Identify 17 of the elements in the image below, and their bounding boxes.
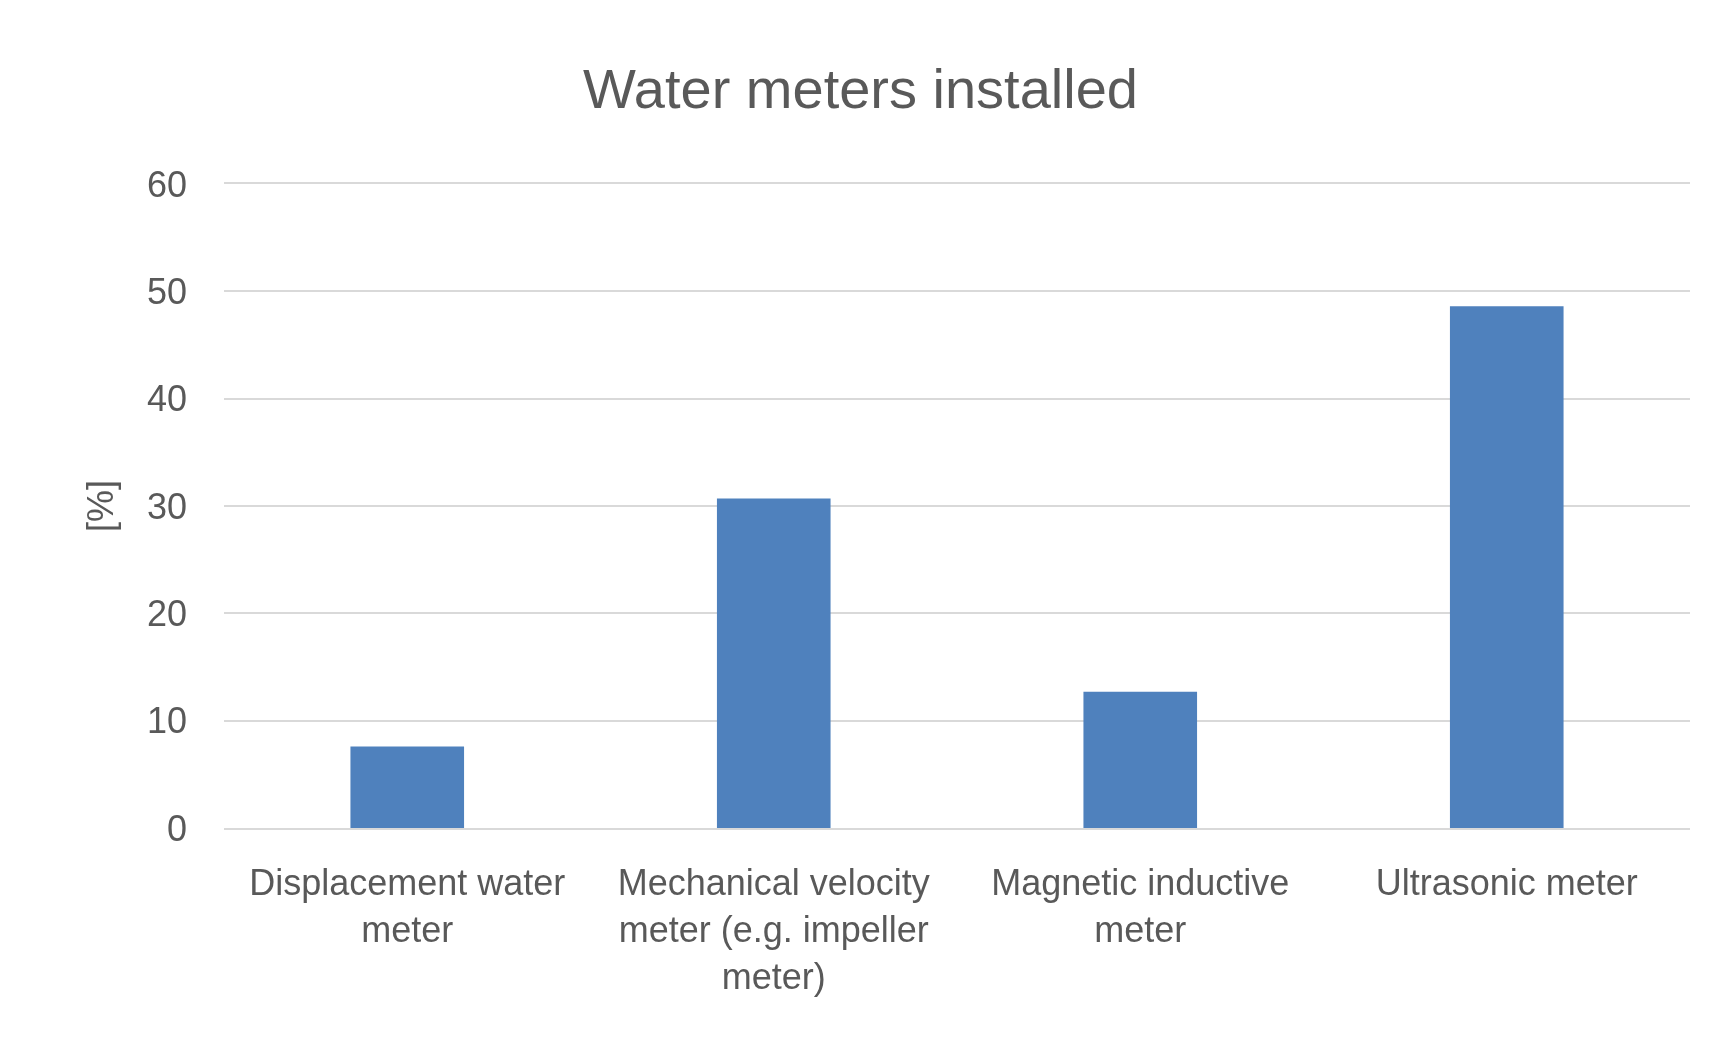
y-tick-label: 50 [146,270,187,312]
bar [1449,306,1564,828]
y-tick-label: 10 [146,700,187,742]
x-tick-label: Ultrasonic meter [1375,862,1638,904]
y-tick-label: 30 [146,485,187,527]
x-tick-label: Displacement water meter [249,862,566,950]
x-tick-label: Mechanical velocity meter (e.g. impeller meter) [617,862,930,997]
bar [716,498,831,828]
y-axis-title: [%] [79,479,121,533]
y-tick-label: 20 [146,592,187,634]
y-tick-label: 40 [146,378,187,420]
y-tick-label: 0 [166,807,187,849]
chart-title: Water meters installed [583,56,1138,120]
x-tick-label: Magnetic inductive meter [991,862,1290,950]
bar [1083,691,1198,828]
bar [350,746,465,828]
y-tick-label: 60 [146,163,187,205]
